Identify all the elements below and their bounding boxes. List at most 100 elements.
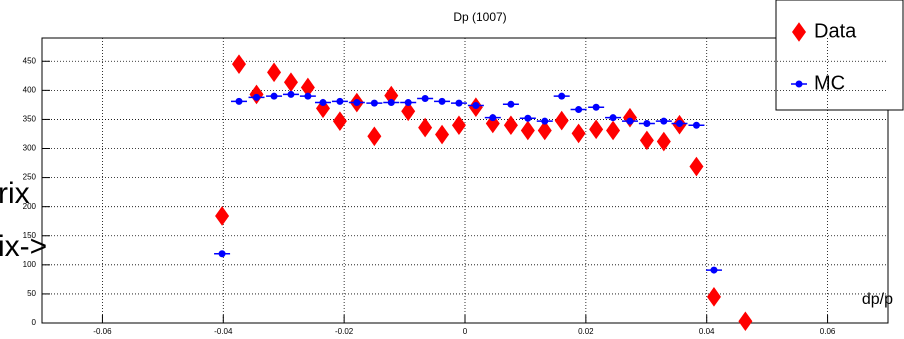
marker <box>656 131 671 152</box>
y-tick-label: 450 <box>23 56 37 65</box>
x-tick-label: 0.06 <box>820 327 836 336</box>
marker <box>417 94 434 102</box>
marker <box>570 106 587 114</box>
dot <box>472 101 480 109</box>
marker <box>384 85 399 106</box>
marker <box>537 120 552 141</box>
dot <box>438 97 446 105</box>
dot <box>558 92 566 100</box>
marker <box>606 120 621 141</box>
dot <box>710 266 718 274</box>
marker <box>283 72 298 93</box>
y-tick-label: 250 <box>23 173 37 182</box>
marker <box>638 120 655 127</box>
marker <box>299 92 316 100</box>
dot <box>592 103 600 111</box>
marker <box>520 120 535 141</box>
y-tick-label: 0 <box>32 318 37 327</box>
marker <box>588 103 605 111</box>
x-tick-label: 0 <box>463 327 468 336</box>
y-tick-label: 350 <box>23 115 37 124</box>
dot <box>541 117 549 125</box>
dot <box>643 120 651 127</box>
marker <box>467 101 484 109</box>
marker <box>214 250 231 258</box>
dot <box>253 93 261 101</box>
marker <box>230 97 247 105</box>
dot <box>692 121 700 129</box>
y-tick-label: 400 <box>23 85 37 94</box>
legend-box <box>775 0 904 111</box>
marker <box>266 92 283 100</box>
marker <box>400 99 417 107</box>
legend: Data MC <box>775 0 904 111</box>
marker <box>589 119 604 140</box>
marker <box>451 115 466 136</box>
y-tick-label: 300 <box>23 144 37 153</box>
marker <box>655 117 672 125</box>
dot <box>387 99 395 107</box>
marker <box>315 98 330 119</box>
dot <box>795 80 803 88</box>
marker <box>503 115 518 136</box>
dot <box>336 97 344 105</box>
marker <box>639 130 654 151</box>
x-axis-label: dp/p <box>862 291 893 308</box>
x-tick-label: -0.04 <box>214 327 233 336</box>
dot <box>507 100 515 108</box>
annotation: ix-> <box>0 230 47 263</box>
marker <box>300 77 315 98</box>
y-tick-label: 100 <box>23 260 37 269</box>
annotation: rix <box>0 177 30 210</box>
y-tick-label: 200 <box>23 202 37 211</box>
marker <box>738 311 753 332</box>
dot <box>524 114 532 122</box>
dot <box>353 99 361 107</box>
x-tick-label: 0.04 <box>699 327 715 336</box>
marker <box>705 266 722 274</box>
marker <box>282 90 299 98</box>
chart-title: Dp (1007) <box>453 10 506 24</box>
y-tick-label: 50 <box>27 289 36 298</box>
marker <box>401 101 416 122</box>
x-tick-label: -0.06 <box>93 327 112 336</box>
dot <box>660 117 668 125</box>
marker <box>267 62 282 83</box>
dot <box>304 92 312 100</box>
dot <box>676 120 684 127</box>
marker <box>484 114 501 122</box>
y-tick-label: 150 <box>23 231 37 240</box>
dot <box>319 99 327 107</box>
marker <box>366 99 383 107</box>
marker <box>688 121 705 129</box>
marker <box>383 99 400 107</box>
legend-marker <box>792 22 806 42</box>
legend-label: Data <box>814 20 857 42</box>
marker <box>434 97 451 105</box>
x-tick-label: 0.02 <box>578 327 594 336</box>
marker <box>553 92 570 100</box>
marker <box>485 113 500 134</box>
marker <box>331 97 348 105</box>
marker <box>450 99 467 107</box>
dot <box>455 99 463 107</box>
dot <box>235 97 243 105</box>
marker <box>621 117 638 125</box>
dot <box>287 90 295 98</box>
marker <box>605 114 622 122</box>
marker <box>519 114 536 122</box>
marker <box>418 117 433 138</box>
dot <box>218 250 226 258</box>
marker <box>215 206 230 226</box>
marker <box>231 54 246 74</box>
legend-marker <box>791 80 807 88</box>
x-tick-label: -0.02 <box>335 327 354 336</box>
dot <box>626 117 634 125</box>
dot <box>575 106 583 114</box>
dot <box>421 94 429 102</box>
dot <box>609 114 617 122</box>
dot <box>404 99 412 107</box>
marker <box>536 117 553 125</box>
